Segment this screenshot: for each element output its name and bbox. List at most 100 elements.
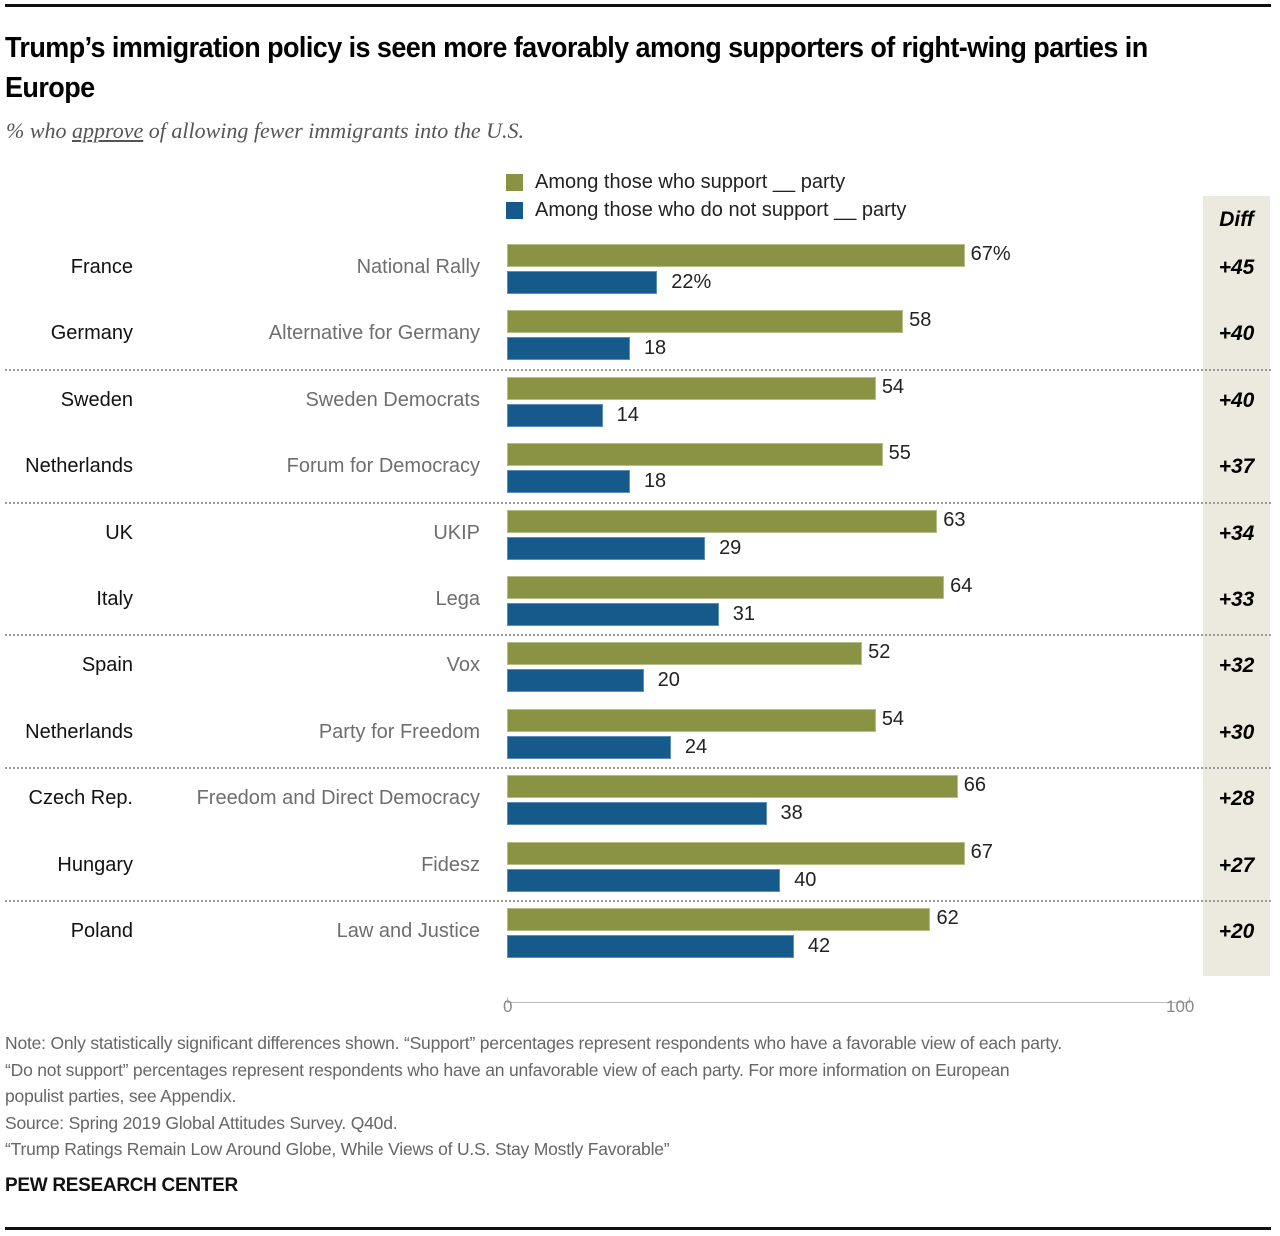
- party-label: Fidesz: [421, 853, 480, 876]
- diff-value: +37: [1218, 455, 1255, 479]
- value-label-support: 66: [963, 774, 987, 797]
- group-separator: [5, 900, 1271, 902]
- party-label: Freedom and Direct Democracy: [196, 787, 480, 810]
- value-label-support: 63: [943, 508, 966, 531]
- value-label-support: 54: [881, 375, 905, 398]
- value-label-not-support: 29: [719, 536, 742, 559]
- pew-research-center-logo-text: PEW RESEARCH CENTER: [5, 1175, 238, 1196]
- country-label: UK: [105, 521, 133, 544]
- report-title-line: “Trump Ratings Remain Low Around Globe, …: [5, 1139, 670, 1159]
- bottom-rule: [5, 1227, 1271, 1230]
- diff-value: +30: [1218, 720, 1255, 744]
- legend-swatch-support: [506, 173, 523, 191]
- party-label: Law and Justice: [336, 920, 480, 942]
- bar-not-support: [507, 669, 644, 693]
- bar-support: [507, 775, 958, 799]
- bar-not-support: [507, 271, 658, 294]
- value-label-not-support: 40: [794, 868, 817, 891]
- diff-value: +32: [1218, 654, 1255, 678]
- bar-not-support: [507, 470, 630, 494]
- party-label: Sweden Democrats: [305, 388, 480, 411]
- value-label-support: 67: [970, 840, 993, 863]
- country-label: Czech Rep.: [28, 787, 134, 810]
- bar-not-support: [507, 802, 767, 826]
- group-separator: [5, 634, 1271, 637]
- group-separator: [5, 767, 1271, 770]
- bar-support: [507, 708, 876, 732]
- bar-support: [507, 310, 904, 334]
- value-label-not-support: 18: [643, 470, 667, 493]
- legend-item-support: Among those who support __ party: [506, 168, 906, 196]
- country-label: Poland: [70, 920, 133, 942]
- diff-value: +28: [1218, 787, 1255, 811]
- bar-support: [507, 244, 965, 267]
- diff-value: +45: [1218, 256, 1255, 279]
- party-label: Lega: [435, 588, 481, 610]
- country-label: Sweden: [60, 388, 133, 411]
- country-label: Netherlands: [25, 720, 133, 743]
- value-label-support: 58: [909, 309, 932, 332]
- source-line: Source: Spring 2019 Global Attitudes Sur…: [5, 1112, 398, 1133]
- subtitle-emphasis: approve: [72, 118, 144, 143]
- party-label: Vox: [446, 654, 480, 677]
- note-line: “Do not support” percentages represent r…: [5, 1059, 1010, 1080]
- bar-support: [507, 576, 945, 599]
- legend-label-support: Among those who support __ party: [535, 170, 846, 193]
- note-line: Note: Only statistically significant dif…: [5, 1033, 1062, 1053]
- x-tick-label-0: 0: [503, 997, 513, 1016]
- value-label-support: 62: [936, 907, 959, 929]
- country-label: Hungary: [57, 853, 133, 876]
- bar-not-support: [507, 735, 671, 759]
- bar-support: [507, 908, 931, 931]
- legend-swatch-not-support: [506, 201, 523, 219]
- party-label: Forum for Democracy: [286, 455, 480, 478]
- value-label-not-support: 24: [684, 735, 708, 758]
- party-label: Alternative for Germany: [268, 322, 480, 345]
- diff-header: Diff: [1219, 208, 1254, 231]
- value-label-not-support: 14: [616, 403, 639, 426]
- value-label-not-support: 18: [643, 337, 667, 360]
- subtitle-suffix: of allowing fewer immigrants into the U.…: [143, 118, 525, 143]
- bar-support: [507, 376, 876, 400]
- legend-item-not-support: Among those who do not support __ party: [506, 196, 906, 224]
- x-axis: [507, 997, 1190, 1003]
- bar-not-support: [507, 868, 781, 892]
- value-label-support: 67%: [970, 243, 1011, 265]
- bar-not-support: [507, 935, 794, 958]
- bar-not-support: [507, 403, 603, 427]
- diff-value: +34: [1218, 521, 1255, 545]
- bar-not-support: [507, 337, 630, 361]
- footnotes: Note: Only statistically significant dif…: [5, 1030, 1275, 1163]
- country-label: Germany: [50, 322, 133, 345]
- value-label-support: 52: [868, 641, 891, 664]
- diff-value: +40: [1218, 388, 1255, 412]
- country-label: Italy: [96, 588, 133, 610]
- chart-subtitle: % who approve of allowing fewer immigran…: [6, 118, 524, 144]
- party-label: UKIP: [433, 521, 480, 544]
- value-label-not-support: 38: [780, 802, 803, 825]
- bar-not-support: [507, 603, 719, 626]
- value-label-not-support: 31: [732, 603, 755, 625]
- country-label: Spain: [81, 654, 133, 677]
- subtitle-prefix: % who: [6, 118, 72, 143]
- value-label-not-support: 20: [657, 669, 680, 692]
- bar-support: [507, 443, 883, 467]
- bar-support: [507, 642, 863, 666]
- value-label-support: 64: [950, 575, 973, 597]
- top-rule: [5, 4, 1271, 7]
- party-label: Party for Freedom: [318, 720, 480, 743]
- legend-label-not-support: Among those who do not support __ party: [535, 198, 907, 221]
- diff-value: +20: [1218, 920, 1255, 943]
- bar-support: [507, 509, 938, 533]
- diff-column-background: [1203, 196, 1270, 976]
- country-label: France: [70, 256, 133, 278]
- diff-value: +40: [1218, 322, 1255, 346]
- party-label: National Rally: [356, 256, 480, 278]
- value-label-not-support: 42: [807, 935, 831, 957]
- bar-not-support: [507, 536, 706, 560]
- group-separator: [5, 368, 1271, 371]
- chart-title: Trump’s immigration policy is seen more …: [5, 32, 1148, 104]
- value-label-support: 54: [881, 707, 905, 730]
- diff-value: +33: [1218, 588, 1255, 611]
- legend: Among those who support __ party Among t…: [506, 168, 906, 224]
